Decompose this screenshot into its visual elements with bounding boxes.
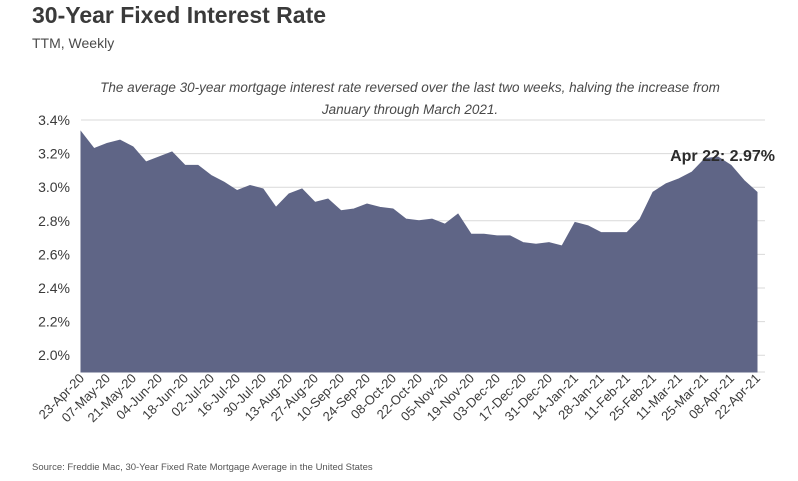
series-area-path (80, 130, 758, 373)
y-tick-label: 2.2% (38, 314, 70, 330)
y-tick-label: 3.0% (38, 179, 70, 195)
annotation-label: Apr 22: 2.97% (670, 148, 775, 165)
y-tick-label: 2.6% (38, 246, 70, 262)
y-tick-label: 2.0% (38, 347, 70, 363)
x-axis: 23-Apr-2007-May-2021-May-2004-Jun-2018-J… (36, 371, 763, 426)
y-tick-label: 2.8% (38, 213, 70, 229)
chart-subtitle: TTM, Weekly (32, 35, 115, 51)
y-tick-label: 2.4% (38, 280, 70, 296)
y-tick-label: 3.2% (38, 146, 70, 162)
y-axis: 2.0% 2.2% 2.4% 2.6% 2.8% 3.0% 3.2% 3.4% (38, 112, 70, 363)
chart-title: 30-Year Fixed Interest Rate (32, 2, 327, 28)
chart-note: The average 30-year mortgage interest ra… (100, 80, 720, 117)
annotation: Apr 22: 2.97% (670, 148, 775, 165)
series-area (80, 130, 758, 373)
y-tick-label: 3.4% (38, 112, 70, 128)
source-note: Source: Freddie Mac, 30-Year Fixed Rate … (32, 462, 373, 473)
